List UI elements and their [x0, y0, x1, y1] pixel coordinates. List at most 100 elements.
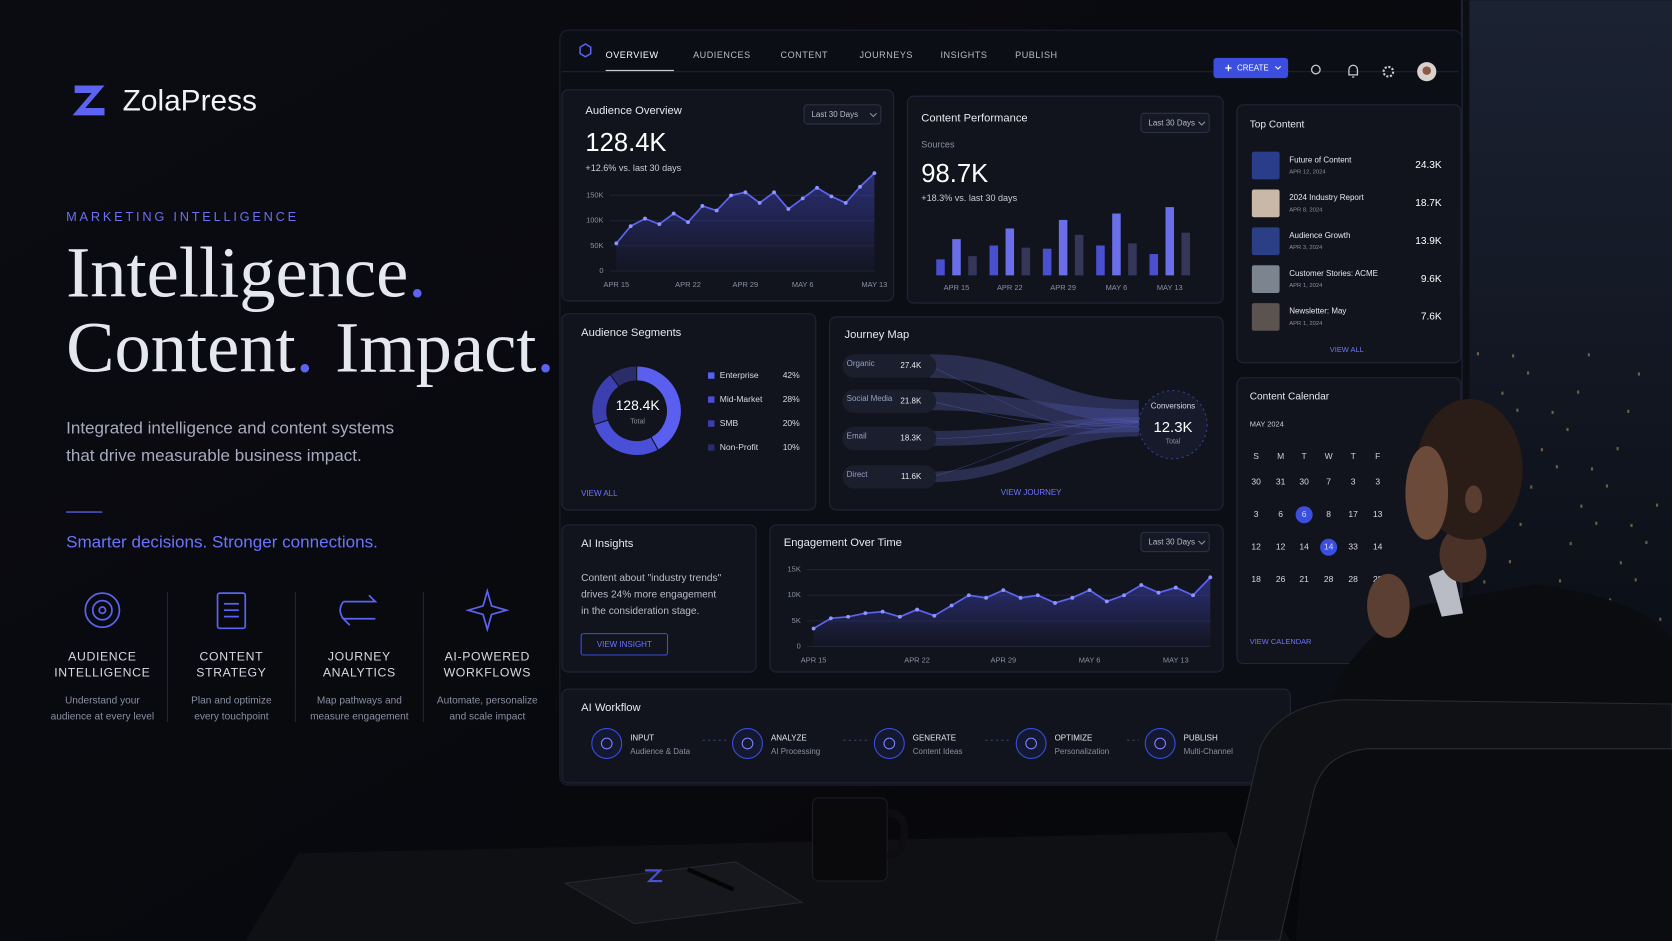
- x-tick-label: MAY 13: [1163, 655, 1189, 664]
- x-tick-label: APR 15: [944, 283, 970, 292]
- search-icon[interactable]: [1310, 64, 1321, 75]
- calendar-day[interactable]: 18: [1251, 574, 1261, 584]
- man-hand: [1367, 573, 1410, 638]
- bar: [968, 256, 977, 276]
- city-light: [1609, 598, 1612, 602]
- dropdown[interactable]: [803, 104, 882, 125]
- item-date: APR 3, 2024: [1289, 245, 1323, 251]
- calendar-day[interactable]: 31: [1276, 476, 1286, 486]
- calendar-day[interactable]: 13: [1373, 509, 1383, 519]
- source-value: 11.6K: [901, 472, 922, 481]
- city-light: [1566, 427, 1569, 432]
- item-value: 9.6K: [1421, 274, 1442, 285]
- calendar-day[interactable]: 28: [1348, 574, 1358, 584]
- item-value: 24.3K: [1415, 160, 1442, 171]
- x-tick-label: MAY 6: [792, 280, 814, 289]
- bell-icon[interactable]: [1348, 64, 1359, 78]
- source-node: [842, 354, 937, 378]
- calendar-day[interactable]: 30: [1299, 476, 1309, 486]
- metric-label: Sources: [921, 140, 955, 150]
- card-link[interactable]: VIEW CALENDAR: [1250, 637, 1312, 646]
- nav-tab[interactable]: CONTENT: [781, 50, 828, 60]
- item-value: 13.9K: [1415, 236, 1442, 247]
- city-light: [1605, 484, 1609, 488]
- mug: [812, 797, 888, 882]
- donut-total: 128.4K: [616, 397, 661, 413]
- item-date: APR 1, 2024: [1289, 283, 1323, 289]
- dropdown-label: Last 30 Days: [1148, 119, 1195, 128]
- card-link[interactable]: VIEW ALL: [1330, 345, 1364, 354]
- donut-slice: [609, 365, 638, 388]
- legend-swatch: [708, 372, 715, 379]
- city-light: [1619, 561, 1622, 565]
- create-button[interactable]: [1213, 57, 1289, 79]
- target-value: 12.3K: [1153, 419, 1192, 436]
- insight-button[interactable]: [580, 633, 669, 656]
- point: [628, 224, 633, 229]
- nav-tab[interactable]: AUDIENCES: [693, 50, 751, 60]
- point: [897, 614, 902, 619]
- calendar-day[interactable]: 26: [1276, 574, 1286, 584]
- man-neck: [1439, 527, 1487, 583]
- feature-icon: [98, 606, 107, 615]
- calendar-day[interactable]: 14: [1373, 542, 1383, 552]
- feature-description: Automate, personalize: [437, 695, 538, 706]
- calendar-day[interactable]: 7: [1326, 476, 1331, 486]
- calendar-day[interactable]: 17: [1348, 509, 1358, 519]
- step-icon-core: [883, 737, 896, 750]
- dropdown-caret: [869, 112, 877, 118]
- nav-logo: [579, 43, 592, 58]
- nav-tab[interactable]: OVERVIEW: [606, 50, 659, 60]
- weekday: T: [1302, 451, 1307, 461]
- nav-tab[interactable]: PUBLISH: [1015, 50, 1057, 60]
- city-light: [1501, 391, 1504, 395]
- calendar-day[interactable]: 28: [1324, 574, 1334, 584]
- card-title: Content Performance: [921, 113, 1027, 125]
- nav-tab[interactable]: INSIGHTS: [941, 50, 988, 60]
- calendar-day[interactable]: 14: [1324, 542, 1334, 552]
- thumbnail: [1251, 151, 1280, 180]
- calendar-day[interactable]: 30: [1251, 476, 1261, 486]
- value-label: 28%: [783, 394, 800, 404]
- value-label: 10%: [783, 442, 800, 452]
- nav-tab[interactable]: JOURNEYS: [859, 50, 913, 60]
- calendar-day[interactable]: 21: [1299, 574, 1309, 584]
- man-body: [1295, 584, 1672, 941]
- point: [1208, 575, 1213, 580]
- calendar-day[interactable]: 14: [1299, 542, 1309, 552]
- point: [614, 241, 619, 246]
- calendar-day[interactable]: 8: [1326, 509, 1331, 519]
- card-link[interactable]: VIEW ALL: [581, 489, 618, 498]
- point: [1018, 595, 1023, 600]
- feature-title: AUDIENCE: [68, 649, 136, 663]
- step-name: GENERATE: [913, 733, 956, 742]
- point: [671, 211, 676, 216]
- y-tick-label: 100K: [586, 216, 603, 225]
- y-tick-label: 0: [599, 266, 603, 275]
- create-plus: [1225, 64, 1232, 72]
- calendar-day[interactable]: 6: [1302, 509, 1307, 519]
- calendar-day[interactable]: 33: [1348, 542, 1358, 552]
- source-name: Organic: [847, 359, 875, 368]
- thumbnail: [1251, 265, 1280, 293]
- dropdown[interactable]: [1140, 112, 1210, 134]
- legend-label: Non-Profit: [720, 442, 759, 452]
- thumbnail: [1251, 303, 1280, 331]
- calendar-day[interactable]: 3: [1254, 509, 1259, 519]
- calendar-day[interactable]: 3: [1351, 476, 1356, 486]
- step-icon-core: [1025, 737, 1038, 750]
- dropdown[interactable]: [1140, 531, 1210, 553]
- city-light: [1659, 617, 1662, 621]
- calendar-day[interactable]: 3: [1375, 476, 1380, 486]
- calendar-day[interactable]: 12: [1251, 542, 1261, 552]
- calendar-day[interactable]: 6: [1278, 509, 1283, 519]
- settings-icon[interactable]: [1382, 65, 1395, 78]
- create-label: CREATE: [1237, 64, 1269, 73]
- calendar-day[interactable]: 12: [1276, 542, 1286, 552]
- card-link[interactable]: VIEW JOURNEY: [1001, 488, 1062, 497]
- point: [729, 193, 733, 198]
- item-date: APR 1, 2024: [1289, 321, 1323, 327]
- point: [880, 609, 885, 614]
